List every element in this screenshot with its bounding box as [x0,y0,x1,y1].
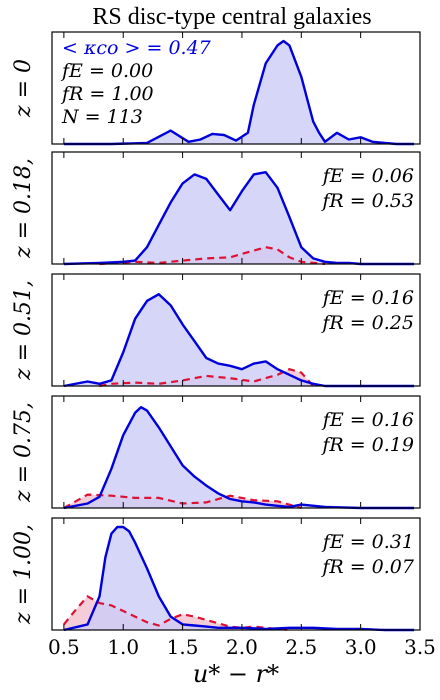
panel-3-ylabel: z = 0.51, [11,280,36,381]
x-tick-label-3: 2.0 [226,635,258,659]
x-tick-label-5: 3.0 [345,635,377,659]
chart-title: RS disc-type central galaxies [92,4,371,30]
panel-frame-2 [51,151,421,265]
x-axis-label: u* − r* [193,660,279,688]
blue-line-4 [63,406,415,510]
panel-1-annotation-4: N = 113 [61,106,143,128]
panel-5-annotation-2: fR = 0.07 [320,556,415,578]
panel-5-annotation-1: fE = 0.31 [321,531,414,553]
panel-5: z = 1.00, fE = 0.31 fR = 0.07 [11,517,421,632]
x-tick-label-6: 3.5 [404,635,436,659]
panel-frame-1 [51,31,421,145]
blue-line-1 [63,39,415,146]
panel-3-annotation-1: fE = 0.16 [321,287,414,309]
blue-area-4 [63,407,415,508]
blue-area-5 [63,527,415,630]
panel-3: z = 0.51, fE = 0.16 fR = 0.25 [11,273,421,388]
panel-3-annotation-2: fR = 0.25 [320,312,414,334]
x-tick-label-4: 2.5 [285,635,317,659]
panel-4-annotation-2: fR = 0.19 [320,434,414,456]
panel-1-annotation-2: fE = 0.00 [60,60,153,82]
panel-5-ylabel: z = 1.00, [11,524,36,625]
panel-1-ylabel: z = 0 [11,59,36,118]
panel-4-ylabel: z = 0.75, [11,402,36,503]
panel-4: z = 0.75, fE = 0.16 fR = 0.19 [11,395,421,510]
red-line-5 [63,595,290,632]
panel-frame-4 [51,395,421,509]
panel-1-annotation-1: < κco > = 0.47 [62,37,212,59]
panel-2-annotation-2: fR = 0.53 [320,190,414,212]
x-axis: 0.5 1.0 1.5 2.0 2.5 3.0 3.5 u* − r* [48,635,436,688]
x-tick-label-2: 1.5 [167,635,199,659]
panel-2-ylabel: z = 0.18, [11,158,36,259]
panel-2-annotation-1: fE = 0.06 [321,165,414,187]
x-tick-label-1: 1.0 [107,635,139,659]
x-tick-label-0: 0.5 [48,635,80,659]
panel-2: z = 0.18, fE = 0.06 fR = 0.53 [11,151,421,266]
panel-4-annotation-1: fE = 0.16 [321,409,414,431]
panel-frame-3 [51,273,421,387]
panel-frame-5 [51,517,421,631]
panel-1-annotation-3: fR = 1.00 [60,83,154,105]
blue-area-3 [63,294,415,386]
blue-line-2 [63,170,415,266]
red-line-3 [99,368,315,388]
blue-line-3 [63,293,415,388]
